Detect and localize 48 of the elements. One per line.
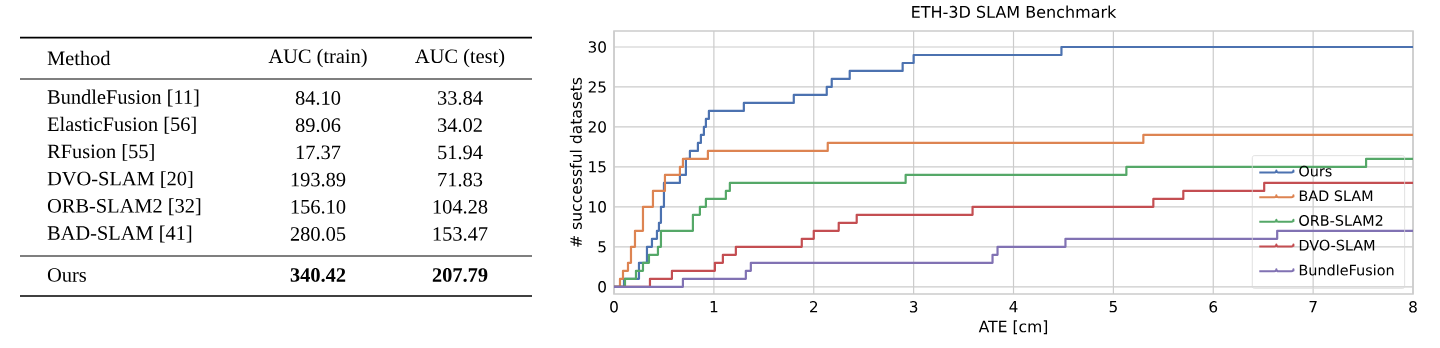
x-tick-label: 5 xyxy=(1109,301,1117,313)
category-label: BundleFusion [11] xyxy=(47,89,199,107)
data-label: 33.84 xyxy=(438,91,483,105)
legend-label: BundleFusion xyxy=(1299,264,1394,276)
data-label: 280.05 xyxy=(290,227,346,241)
y-axis-title: # successful datasets xyxy=(569,77,582,247)
x-tick-label: 6 xyxy=(1209,301,1218,313)
x-tick-label: 0 xyxy=(610,301,618,313)
x-tick-label: 7 xyxy=(1309,301,1317,313)
data-label: 207.79 xyxy=(432,268,488,282)
legend-label: DVO-SLAM xyxy=(1299,239,1375,251)
category-label: ORB-SLAM2 [32] xyxy=(47,198,201,216)
category-label: ElasticFusion [56] xyxy=(47,116,196,134)
legend-label: Ours xyxy=(1299,165,1332,177)
y-tick-label: 5 xyxy=(598,241,606,253)
data-label: 193.89 xyxy=(291,172,346,187)
category-label: DVO-SLAM [20] xyxy=(47,171,193,189)
y-tick-label: 25 xyxy=(588,81,606,93)
y-tick-label: 30 xyxy=(588,41,606,53)
y-tick-label: 0 xyxy=(598,281,606,293)
data-label: 153.47 xyxy=(433,227,488,241)
legend-label: ORB-SLAM2 xyxy=(1299,215,1383,226)
data-label: 51.94 xyxy=(438,145,483,160)
data-label: 89.06 xyxy=(295,118,341,133)
x-tick-label: 8 xyxy=(1409,301,1417,313)
category-label: RFusion [55] xyxy=(47,143,154,161)
data-label: 340.42 xyxy=(290,268,346,282)
legend-label: BAD SLAM xyxy=(1299,190,1373,202)
x-tick-label: 1 xyxy=(710,301,718,313)
x-tick-label: 3 xyxy=(909,301,918,313)
chart-title: ETH-3D SLAM Benchmark xyxy=(912,5,1117,18)
data-label: 84.10 xyxy=(295,91,341,105)
y-tick-label: 20 xyxy=(588,121,606,133)
text: AUC (train) xyxy=(268,48,367,68)
category-label: Ours xyxy=(47,268,86,282)
x-tick-label: 2 xyxy=(810,301,818,313)
data-label: 156.10 xyxy=(291,199,346,214)
y-tick-label: 10 xyxy=(589,201,606,213)
text: Method xyxy=(47,50,111,66)
x-axis-title: ATE [cm] xyxy=(978,320,1048,335)
data-label: 71.83 xyxy=(438,172,483,187)
data-label: 104.28 xyxy=(433,199,488,214)
text: AUC (test) xyxy=(415,48,505,68)
x-tick-label: 4 xyxy=(1009,301,1018,313)
data-label: 34.02 xyxy=(438,118,482,133)
category-label: BAD-SLAM [41] xyxy=(47,225,192,243)
y-tick-label: 15 xyxy=(589,161,606,173)
data-label: 17.37 xyxy=(296,145,341,160)
